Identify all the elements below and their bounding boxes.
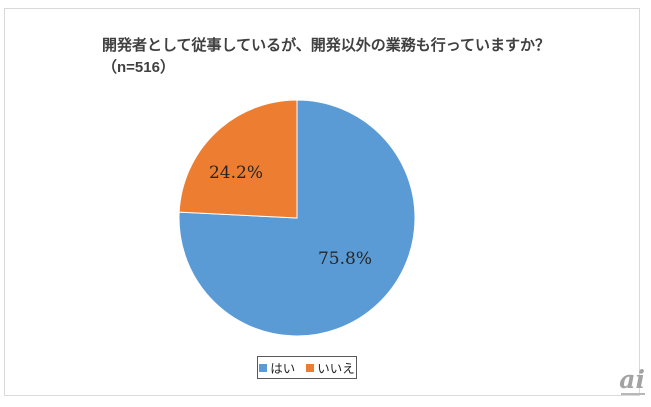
legend-item-yes: はい (259, 358, 295, 377)
data-label-no: 24.2% (208, 163, 264, 183)
chart-title-line1: 開発者として従事しているが、開発以外の業務も行っていますか？ (102, 37, 551, 54)
legend-swatch-yes (259, 363, 268, 372)
watermark-subtext-bar (621, 393, 645, 395)
legend-swatch-no (306, 363, 315, 372)
chart-title: 開発者として従事しているが、開発以外の業務も行っていますか？ （n=516） (102, 35, 550, 79)
watermark: ai (613, 365, 645, 395)
legend-label-yes: はい (270, 362, 296, 376)
pie-slice-no (178, 99, 298, 219)
legend-item-no: いいえ (306, 358, 355, 377)
data-label-yes: 75.8% (317, 249, 373, 269)
chart-legend: はい いいえ (257, 356, 357, 379)
watermark-ai-logo: ai (619, 365, 645, 394)
legend-label-no: いいえ (317, 362, 355, 376)
chart-title-line2: （n=516） (102, 59, 175, 76)
